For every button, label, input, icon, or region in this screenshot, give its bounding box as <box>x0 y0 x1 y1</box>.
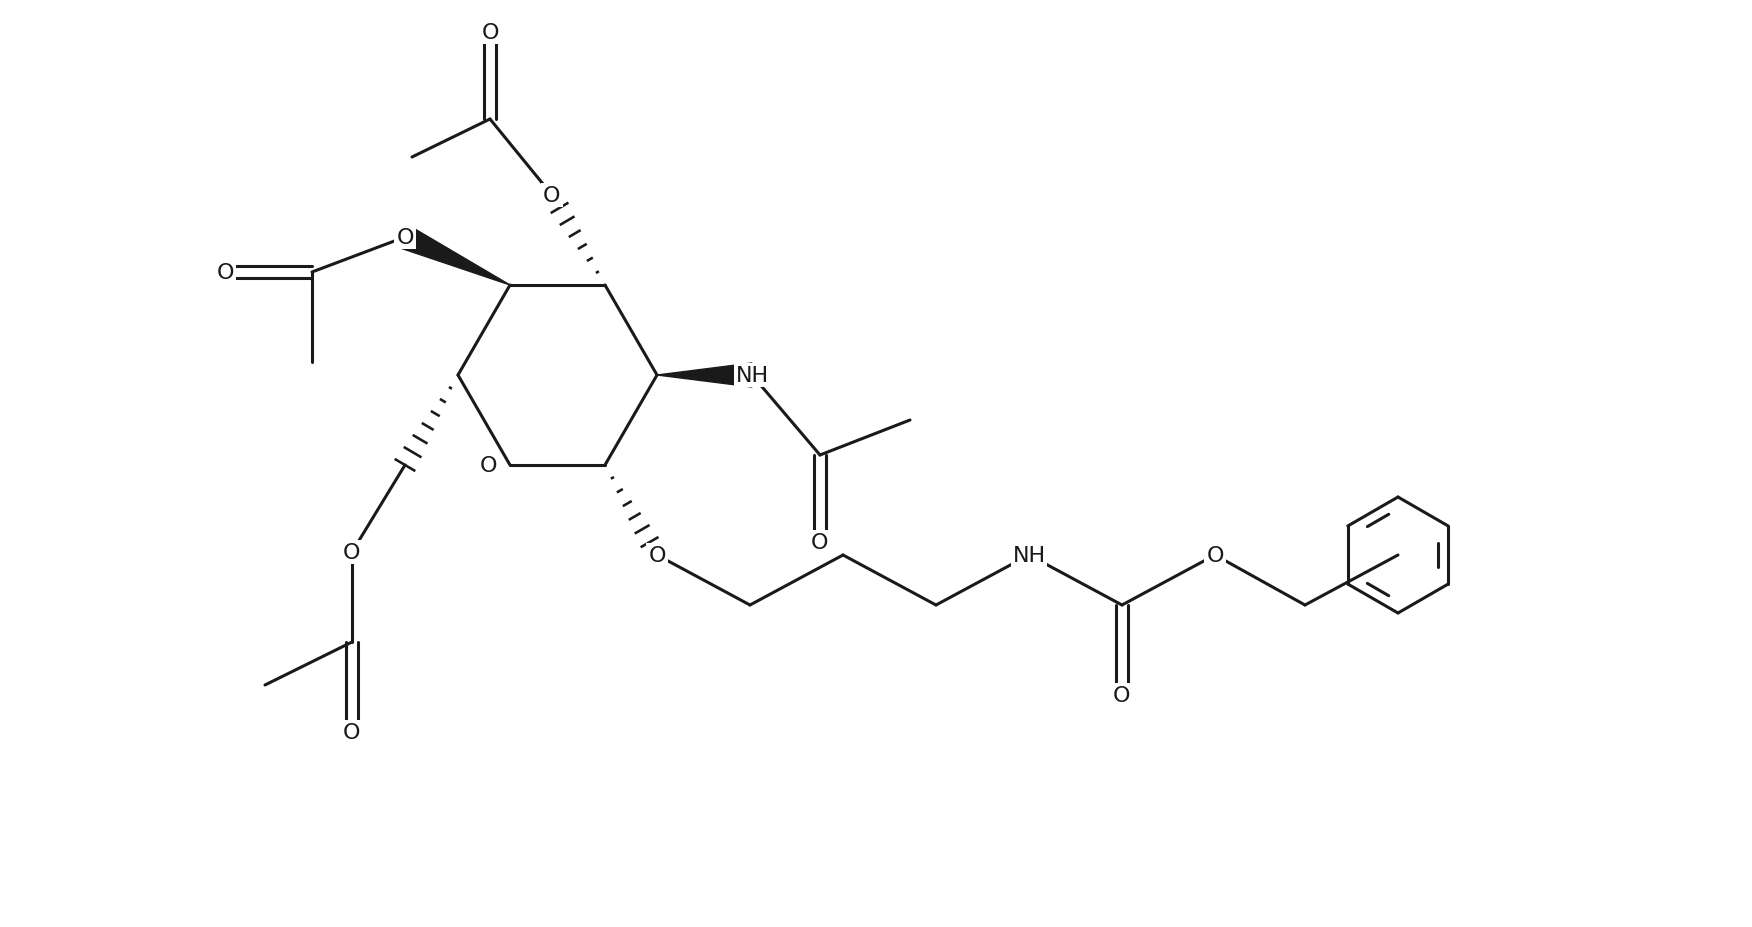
Text: O: O <box>1113 685 1130 705</box>
Text: O: O <box>343 542 361 563</box>
Text: NH: NH <box>736 365 769 386</box>
Text: O: O <box>1205 545 1223 565</box>
Text: O: O <box>648 545 666 565</box>
Polygon shape <box>399 227 510 286</box>
Text: O: O <box>811 532 829 552</box>
Text: O: O <box>543 185 561 206</box>
Text: NH: NH <box>1013 545 1046 565</box>
Text: O: O <box>215 262 233 283</box>
Text: O: O <box>480 455 498 476</box>
Text: O: O <box>343 722 361 743</box>
Text: O: O <box>482 23 499 43</box>
Polygon shape <box>657 363 752 387</box>
Text: O: O <box>396 228 413 248</box>
